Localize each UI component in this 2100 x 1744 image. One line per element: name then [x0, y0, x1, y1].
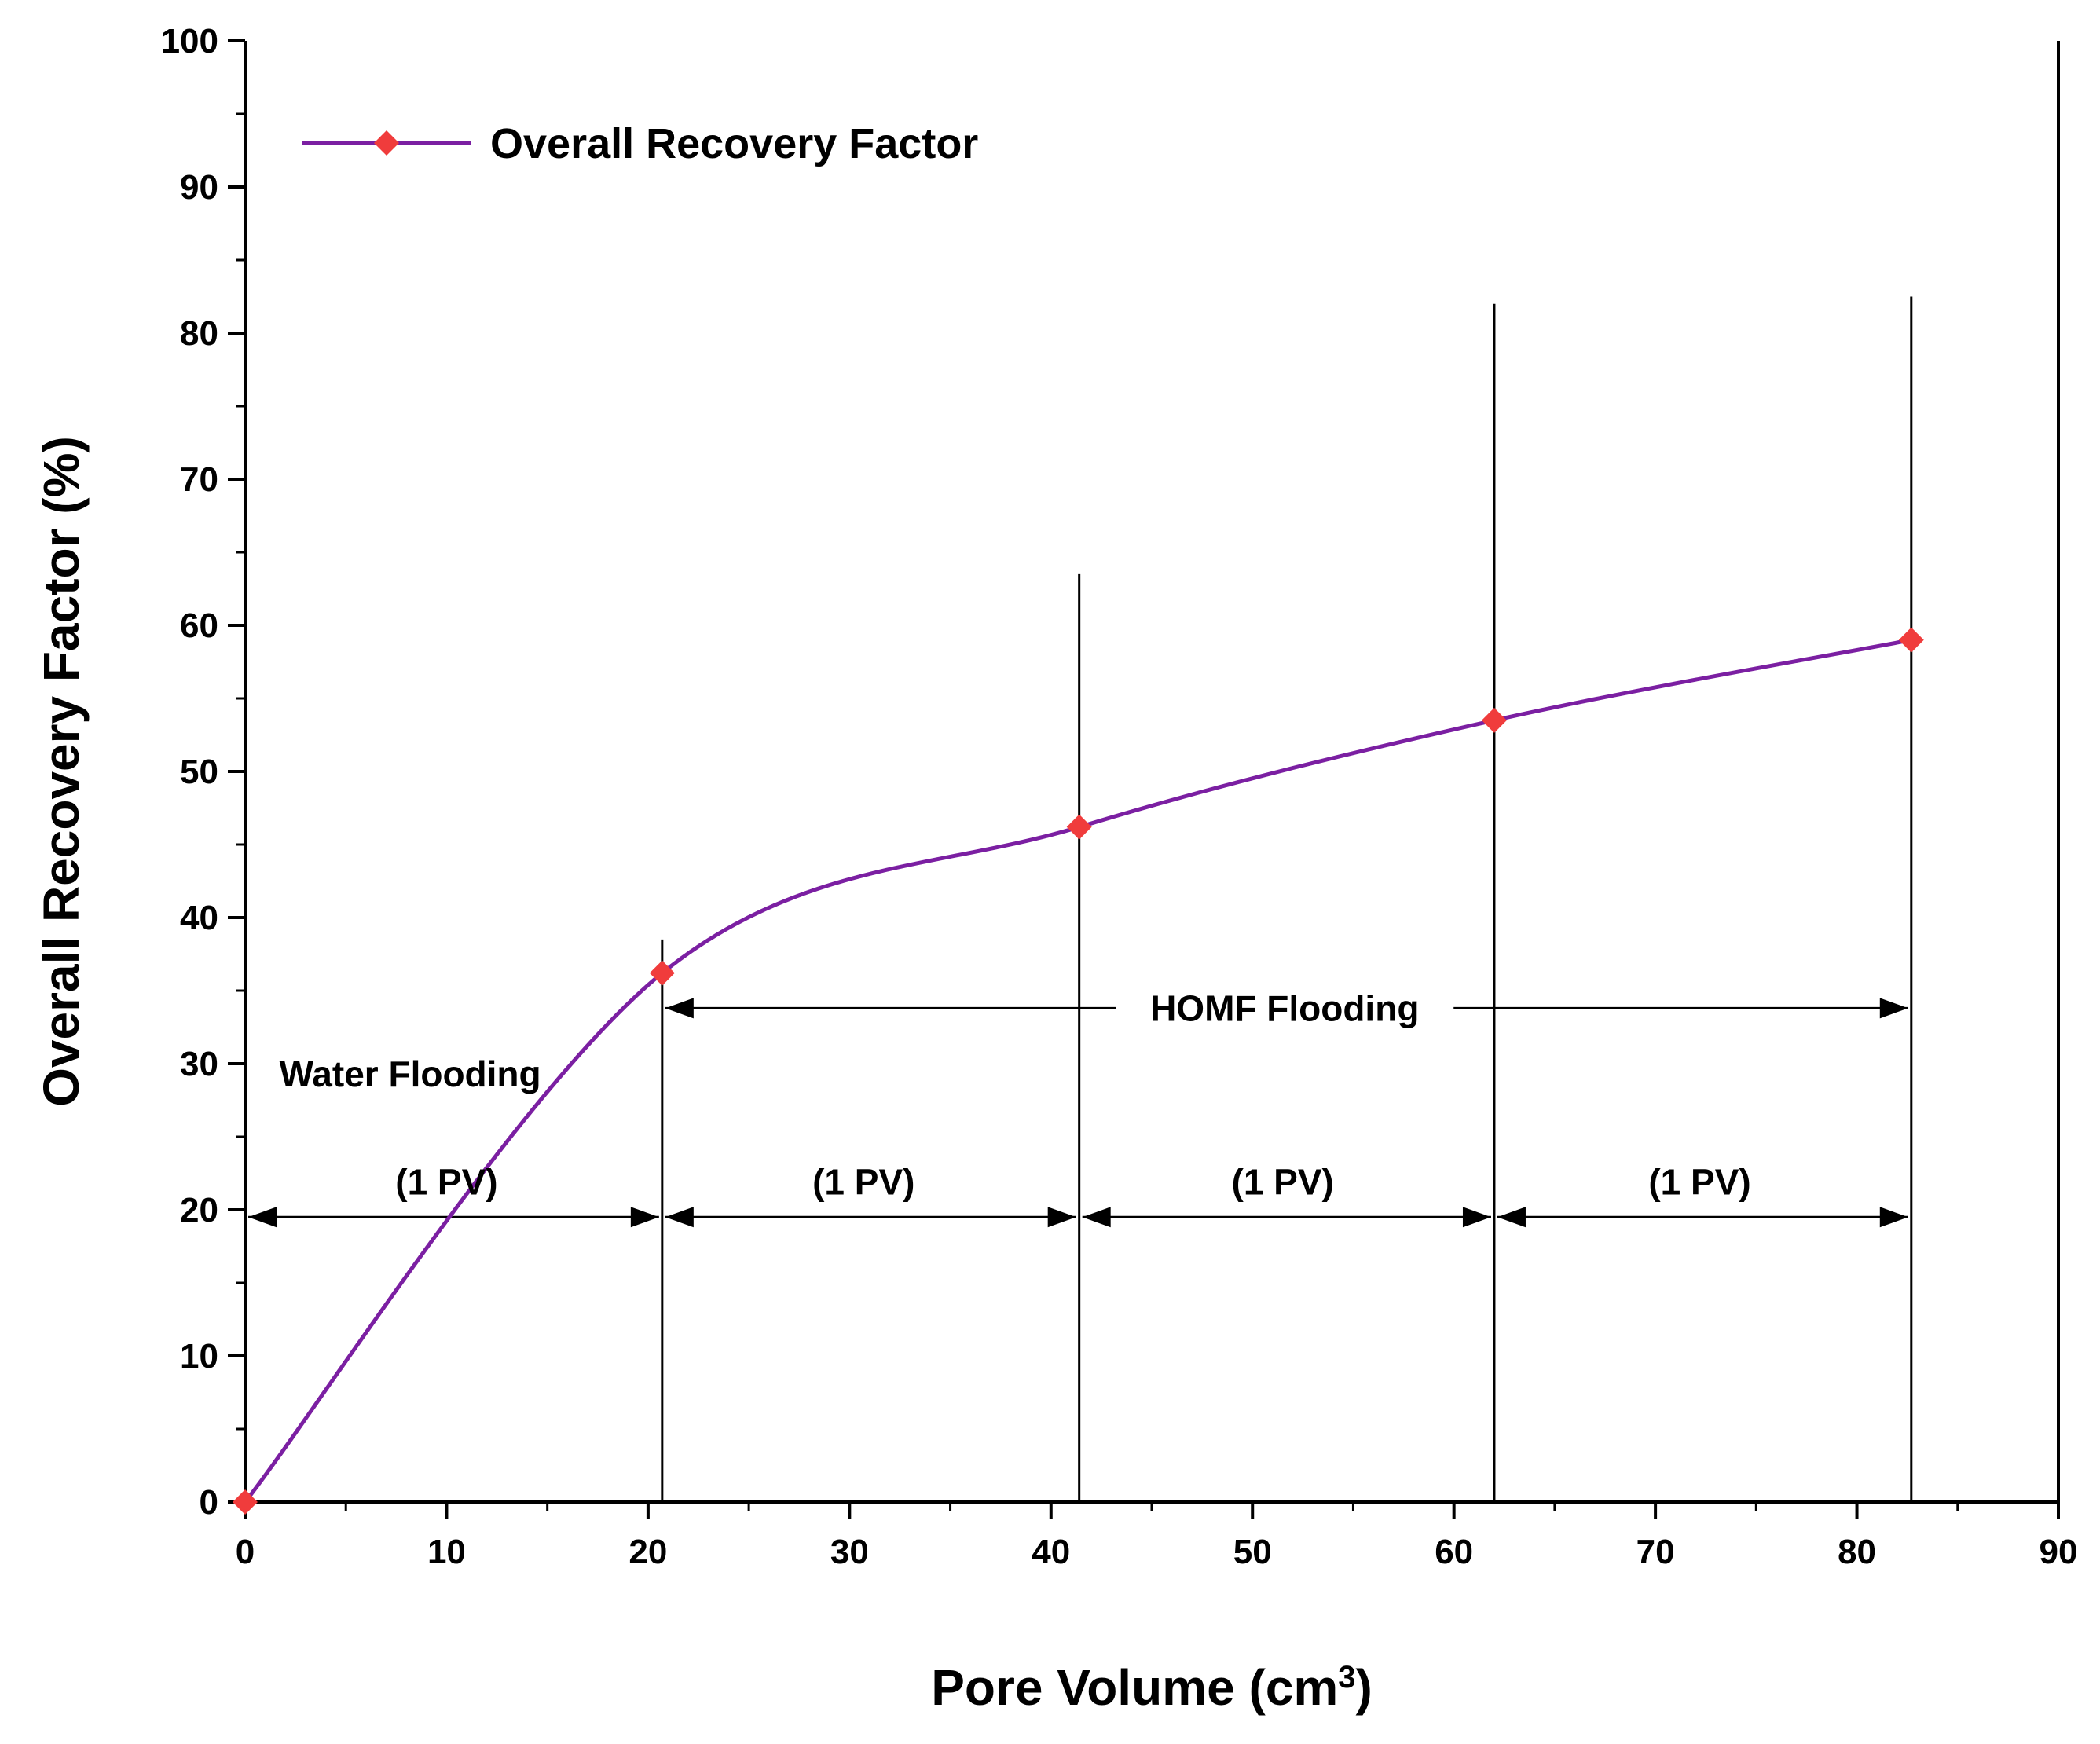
pv-arrowhead-left — [248, 1207, 277, 1228]
x-tick-label: 20 — [629, 1533, 667, 1571]
series-line — [244, 638, 1912, 1504]
series-group — [233, 627, 1924, 1515]
y-tick-label: 80 — [180, 314, 218, 353]
pv-arrows — [248, 998, 1908, 1228]
x-tick-label: 90 — [2040, 1533, 2078, 1571]
y-axis-title: Overall Recovery Factor (%) — [33, 436, 90, 1107]
x-tick-label: 60 — [1435, 1533, 1473, 1571]
x-axis-title-close: ) — [1356, 1659, 1373, 1716]
x-axis-title: Pore Volume (cm3) — [931, 1659, 1373, 1716]
plot-frame — [244, 41, 2060, 1504]
y-tick-label: 20 — [180, 1191, 218, 1229]
pv-arrowhead-left — [1497, 1207, 1526, 1228]
pv-arrowhead-right — [1462, 1207, 1491, 1228]
pv-arrowhead-right — [1879, 1207, 1908, 1228]
legend: Overall Recovery Factor — [302, 120, 978, 167]
annotation-label: (1 PV) — [1232, 1162, 1334, 1203]
y-tick-label: 50 — [180, 753, 218, 791]
annotation-label: (1 PV) — [395, 1162, 497, 1203]
data-point — [1481, 707, 1507, 733]
annotation-label: Water Flooding — [280, 1053, 541, 1094]
y-tick-label: 60 — [180, 606, 218, 645]
annotation-label: (1 PV) — [1648, 1162, 1750, 1203]
legend-marker — [374, 130, 399, 156]
data-point — [233, 1489, 258, 1515]
phase-boundary-lines — [661, 296, 1913, 1502]
data-point — [1066, 814, 1092, 840]
annotation-label: (1 PV) — [812, 1162, 914, 1203]
x-tick-label: 0 — [236, 1533, 255, 1571]
pv-arrowhead-right — [630, 1207, 659, 1228]
x-axis-title-main: Pore Volume (cm — [931, 1659, 1338, 1716]
x-tick-label: 10 — [427, 1533, 466, 1571]
annotation-label: HOMF Flooding — [1150, 987, 1419, 1028]
y-tick-label: 10 — [180, 1337, 218, 1376]
pv-arrowhead-left — [665, 1207, 694, 1228]
homf-arrowhead-left — [665, 998, 694, 1019]
y-tick-label: 90 — [180, 168, 218, 207]
x-tick-label: 40 — [1032, 1533, 1070, 1571]
pv-arrowhead-right — [1047, 1207, 1076, 1228]
homf-arrowhead-right — [1879, 998, 1908, 1019]
data-point — [1898, 627, 1924, 653]
y-tick-label: 100 — [161, 22, 218, 60]
pv-arrowhead-left — [1082, 1207, 1111, 1228]
y-axis: 0 10 20 30 40 50 60 70 80 90 100 — [161, 22, 245, 1522]
y-tick-label: 40 — [180, 899, 218, 937]
x-tick-label: 80 — [1838, 1533, 1876, 1571]
x-tick-label: 70 — [1636, 1533, 1675, 1571]
legend-label: Overall Recovery Factor — [490, 120, 978, 167]
x-tick-label: 50 — [1233, 1533, 1272, 1571]
y-tick-label: 70 — [180, 460, 218, 499]
x-axis: 0 10 20 30 40 50 60 70 80 90 — [236, 1502, 2078, 1571]
annotations: Water Flooding HOMF Flooding (1 PV) (1 PV) (… — [280, 987, 1751, 1202]
data-point — [649, 960, 675, 986]
y-tick-label: 0 — [200, 1483, 218, 1522]
x-tick-label: 30 — [830, 1533, 869, 1571]
y-tick-label: 30 — [180, 1045, 218, 1083]
x-axis-title-sup: 3 — [1338, 1660, 1355, 1695]
